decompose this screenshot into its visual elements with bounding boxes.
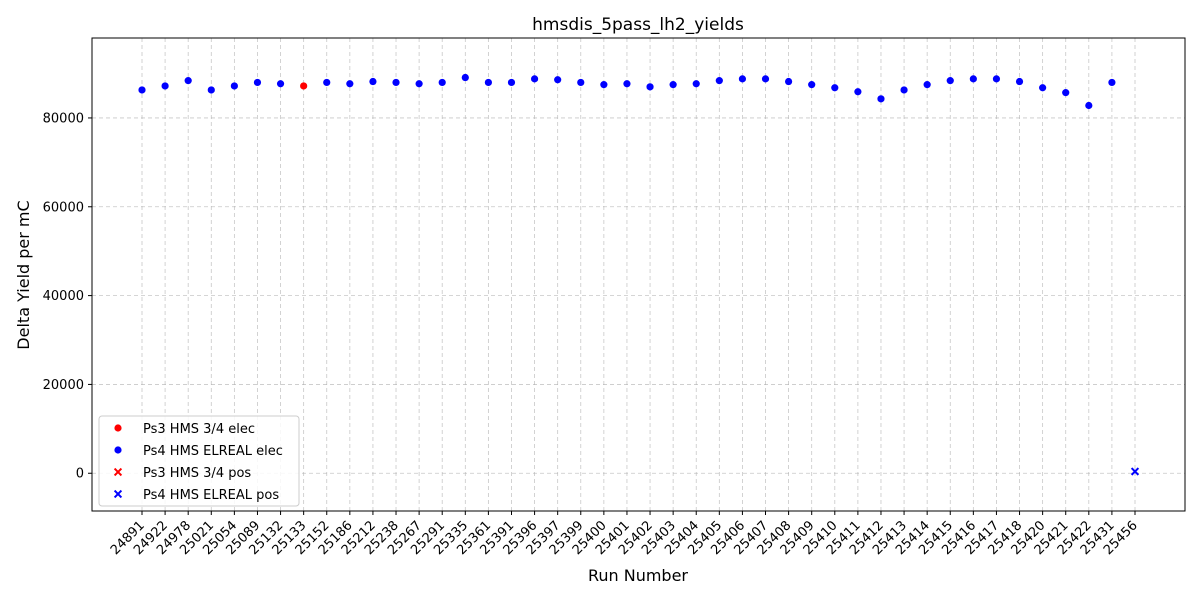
data-point bbox=[692, 80, 700, 88]
data-point bbox=[1062, 89, 1070, 97]
data-point bbox=[600, 81, 608, 89]
y-axis-label: Delta Yield per mC bbox=[14, 200, 33, 349]
data-point bbox=[323, 78, 331, 87]
legend-label: Ps4 HMS ELREAL elec bbox=[143, 444, 283, 459]
plot-area-frame bbox=[91, 37, 1186, 512]
legend-box bbox=[98, 415, 300, 507]
data-point bbox=[923, 81, 931, 89]
y-tick-label: 60000 bbox=[43, 200, 84, 215]
data-point bbox=[992, 75, 1001, 83]
data-point bbox=[738, 75, 747, 83]
data-point bbox=[184, 77, 192, 85]
data-point bbox=[854, 88, 862, 96]
y-tick-label: 40000 bbox=[43, 289, 84, 304]
x-axis: 2489124922249782502125054250892513225133… bbox=[108, 511, 1141, 558]
legend-marker bbox=[113, 467, 123, 477]
y-tick-label: 20000 bbox=[43, 378, 84, 393]
legend-label: Ps3 HMS 3/4 elec bbox=[143, 422, 255, 437]
data-point bbox=[1108, 78, 1116, 87]
data-point bbox=[946, 77, 954, 85]
y-axis: 0 20000 40000 60000 80000 bbox=[43, 111, 92, 482]
y-tick-label: 0 bbox=[76, 467, 84, 482]
data-point bbox=[392, 78, 400, 87]
data-point bbox=[253, 78, 262, 87]
data-point bbox=[1039, 84, 1047, 92]
data-point bbox=[438, 78, 446, 87]
x-axis-label: Run Number bbox=[588, 566, 688, 585]
data-point bbox=[369, 77, 377, 86]
legend-label: Ps3 HMS 3/4 pos bbox=[143, 466, 251, 481]
data-point bbox=[969, 75, 977, 83]
grid-lines bbox=[92, 38, 1185, 511]
data-point bbox=[530, 75, 539, 83]
data-point bbox=[138, 86, 146, 94]
data-point bbox=[831, 84, 839, 92]
data-point bbox=[877, 95, 885, 103]
data-point bbox=[300, 82, 308, 90]
data-point bbox=[230, 82, 238, 90]
data-point bbox=[461, 73, 469, 82]
data-point bbox=[715, 77, 723, 85]
y-tick-label: 80000 bbox=[43, 111, 84, 126]
data-point bbox=[484, 78, 492, 87]
data-point bbox=[669, 81, 677, 89]
data-point bbox=[623, 80, 631, 88]
data-point bbox=[554, 76, 562, 84]
data-point bbox=[808, 81, 816, 89]
legend-marker bbox=[114, 446, 122, 454]
data-point bbox=[276, 80, 285, 88]
data-point bbox=[1015, 77, 1024, 86]
data-point bbox=[1085, 101, 1093, 110]
data-points bbox=[138, 73, 1140, 476]
marker-stroke bbox=[1130, 467, 1140, 476]
data-point bbox=[207, 86, 215, 94]
data-point bbox=[346, 80, 354, 88]
legend: Ps3 HMS 3/4 elec Ps4 HMS ELREAL elec Ps3 H… bbox=[98, 415, 300, 507]
data-point bbox=[646, 83, 654, 91]
data-point bbox=[1130, 467, 1140, 476]
legend-label: Ps4 HMS ELREAL pos bbox=[143, 488, 279, 503]
data-point bbox=[415, 80, 423, 88]
data-point bbox=[900, 86, 908, 94]
marker-stroke bbox=[113, 489, 123, 499]
legend-marker bbox=[114, 424, 122, 432]
legend-marker bbox=[113, 489, 123, 499]
data-point bbox=[761, 75, 770, 83]
marker-stroke bbox=[113, 467, 123, 477]
data-point bbox=[161, 82, 169, 90]
chart-title: hmsdis_5pass_lh2_yields bbox=[532, 15, 744, 35]
data-point bbox=[785, 77, 793, 86]
data-point bbox=[507, 78, 516, 87]
data-point bbox=[577, 78, 585, 87]
